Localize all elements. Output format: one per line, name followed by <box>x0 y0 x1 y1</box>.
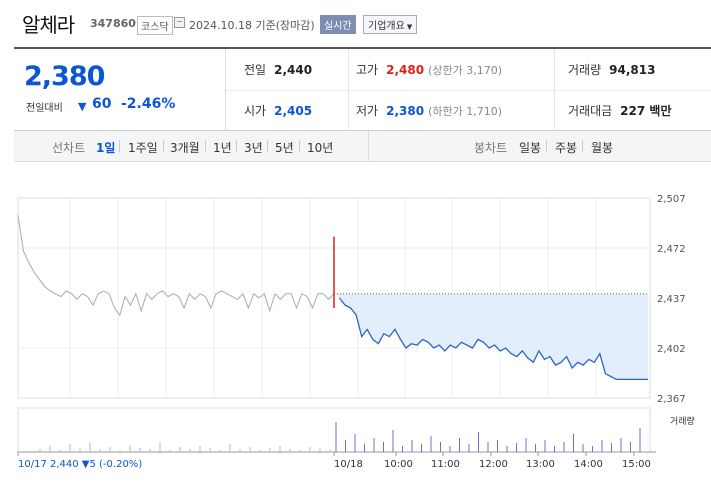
prev-close-value: 2,440 <box>274 63 313 77</box>
change-rate: -2.46% <box>121 96 176 112</box>
candle-chart-label: 봉차트 <box>474 141 508 155</box>
prev-close-label: 전일 <box>244 63 267 77</box>
low-value: 2,380 <box>386 104 425 118</box>
x-tick-label: 10:00 <box>384 459 413 470</box>
open-value: 2,405 <box>274 104 313 118</box>
down-arrow-icon: ▼ <box>78 100 87 113</box>
x-tick-label: 10/18 <box>334 459 363 470</box>
divider <box>205 140 206 152</box>
y-tick-label: 2,367 <box>657 394 686 405</box>
volume-frame <box>17 407 651 453</box>
realtime-button[interactable]: 실시간 <box>320 15 356 34</box>
change-label: 전일대비 <box>26 103 63 114</box>
range-3m[interactable]: 3개월 <box>170 141 200 155</box>
today-area <box>334 293 648 380</box>
high-value: 2,480 <box>386 63 425 77</box>
divider <box>546 140 547 152</box>
x-tick-label: 15:00 <box>622 459 651 470</box>
high-label: 고가 <box>356 63 379 77</box>
x-tick-label: 12:00 <box>479 459 508 470</box>
y-tick-label: 2,402 <box>657 344 686 355</box>
prev-day-line <box>17 215 335 317</box>
range-1y[interactable]: 1년 <box>213 141 232 155</box>
line-chart-label: 선차트 <box>52 141 86 155</box>
high-price: 고가 2,480 (상한가 3,170) <box>356 61 502 78</box>
low-price: 저가 2,380 (하한가 1,710) <box>356 102 502 119</box>
divider <box>236 140 237 152</box>
x-tick-label: 13:00 <box>526 459 555 470</box>
divider <box>368 131 369 161</box>
divider <box>267 140 268 152</box>
quote-date: 2024.10.18 기준(장마감) <box>189 19 315 32</box>
low-label: 저가 <box>356 104 379 118</box>
y-tick-label: 2,437 <box>657 294 686 305</box>
current-price-box: 2,380 전일대비 ▼ 60 -2.46% <box>14 49 226 131</box>
stock-header: 알체라 347860 코스닥 2024.10.18 기준(장마감) 실시간 기업… <box>0 0 711 44</box>
chevron-down-icon: ▼ <box>406 23 413 31</box>
candle-weekly[interactable]: 주봉 <box>555 141 578 155</box>
range-1w[interactable]: 1주일 <box>128 141 158 155</box>
chart-toolbar: 선차트 1일 1주일 3개월 1년 3년 5년 10년 봉차트 일봉 주봉 월봉 <box>14 131 711 162</box>
divider <box>163 140 164 152</box>
range-1d[interactable]: 1일 <box>96 141 116 155</box>
stock-name: 알체라 <box>22 13 75 37</box>
volume-label: 거래량 <box>568 63 602 77</box>
current-price: 2,380 <box>24 61 105 92</box>
open-label: 시가 <box>244 104 267 118</box>
price-summary: 2,380 전일대비 ▼ 60 -2.46% 전일 2,440 고가 2,480 (상… <box>14 47 711 131</box>
prev-day-footer: 10/17 2,440 ▼5 (-0.20%) <box>18 459 142 470</box>
company-info-label: 기업개요 <box>368 21 405 32</box>
lower-limit: (하한가 1,710) <box>428 105 502 118</box>
volume-value: 94,813 <box>609 63 656 77</box>
candle-daily[interactable]: 일봉 <box>519 141 542 155</box>
x-tick-label: 11:00 <box>431 459 460 470</box>
volume: 거래량 94,813 <box>568 61 655 78</box>
open-price: 시가 2,405 <box>244 102 312 119</box>
y-tick-label: 2,507 <box>657 194 686 205</box>
candle-monthly[interactable]: 월봉 <box>591 141 614 155</box>
company-info-button[interactable]: 기업개요 ▼ <box>363 15 418 34</box>
range-5y[interactable]: 5년 <box>275 141 294 155</box>
volume-legend: 거래량 <box>670 415 695 427</box>
amount-label: 거래대금 <box>568 104 613 118</box>
x-tick-label: 14:00 <box>574 459 603 470</box>
prev-close: 전일 2,440 <box>244 61 312 78</box>
price-chart: 2,507 2,472 2,437 2,402 2,367 10/17 10/18 10:0… <box>0 180 711 486</box>
divider <box>226 90 711 91</box>
upper-limit: (상한가 3,170) <box>428 64 502 77</box>
divider <box>119 140 120 152</box>
calendar-icon <box>174 17 185 28</box>
divider <box>299 140 300 152</box>
market-tag: 코스닥 <box>137 16 173 35</box>
range-3y[interactable]: 3년 <box>244 141 263 155</box>
amount-value: 227 백만 <box>620 104 672 118</box>
divider <box>582 140 583 152</box>
change-value: 60 <box>92 96 112 112</box>
stock-code: 347860 <box>90 17 136 30</box>
y-tick-label: 2,472 <box>657 244 686 255</box>
trade-amount: 거래대금 227 백만 <box>568 102 671 119</box>
range-10y[interactable]: 10년 <box>307 141 334 155</box>
today-line <box>338 297 648 381</box>
